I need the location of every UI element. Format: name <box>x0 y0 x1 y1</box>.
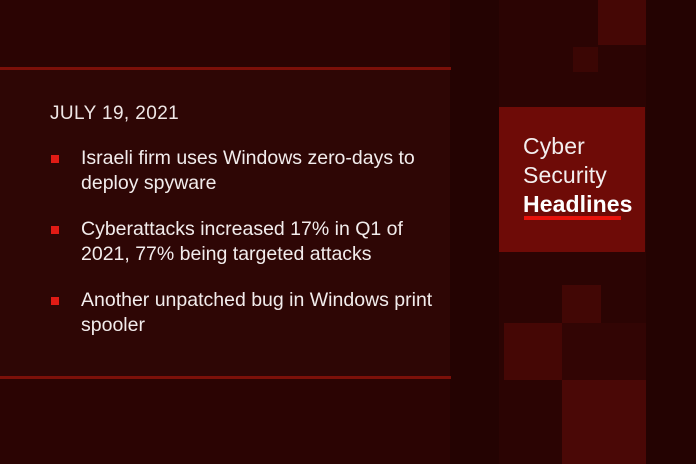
brand-logo: Cyber Security Headlines <box>499 107 645 252</box>
decorative-square-right-column <box>646 0 696 464</box>
bullet-square-icon <box>51 226 59 234</box>
brand-logo-line-cyber: Cyber <box>523 133 585 159</box>
bottom-band <box>0 379 450 464</box>
decorative-square-bottom-small <box>562 285 601 323</box>
headline-item[interactable]: Another unpatched bug in Windows print s… <box>50 288 450 338</box>
brand-logo-underline <box>524 216 621 220</box>
decorative-square-bottom-tail <box>504 380 562 464</box>
divider-rule-bottom <box>0 376 451 379</box>
bullet-square-icon <box>51 155 59 163</box>
decorative-square-top-small <box>573 47 598 72</box>
headline-item[interactable]: Israeli firm uses Windows zero-days to d… <box>50 146 450 196</box>
brand-logo-text: Cyber Security Headlines <box>523 132 641 219</box>
bullet-square-icon <box>51 297 59 305</box>
top-band <box>0 0 450 68</box>
decorative-square-left-column <box>450 0 499 464</box>
headline-text: Israeli firm uses Windows zero-days to d… <box>81 147 415 194</box>
decorative-square-bottom-mid <box>562 323 646 380</box>
date-label: JULY 19, 2021 <box>50 103 180 124</box>
headline-text: Cyberattacks increased 17% in Q1 of 2021… <box>81 218 403 265</box>
headline-text: Another unpatched bug in Windows print s… <box>81 289 433 336</box>
decorative-square-top-right <box>598 0 646 45</box>
headline-item[interactable]: Cyberattacks increased 17% in Q1 of 2021… <box>50 217 450 267</box>
decorative-square-mid-block <box>499 0 598 110</box>
decorative-square-bottom-large <box>562 380 646 464</box>
divider-rule-top <box>0 67 451 70</box>
content-panel: JULY 19, 2021 Israeli firm uses Windows … <box>0 70 450 376</box>
headline-list: Israeli firm uses Windows zero-days to d… <box>50 146 450 359</box>
brand-logo-line-security: Security <box>523 162 607 188</box>
brand-logo-line-headlines: Headlines <box>523 191 633 217</box>
decorative-square-bottom-left <box>504 323 562 380</box>
